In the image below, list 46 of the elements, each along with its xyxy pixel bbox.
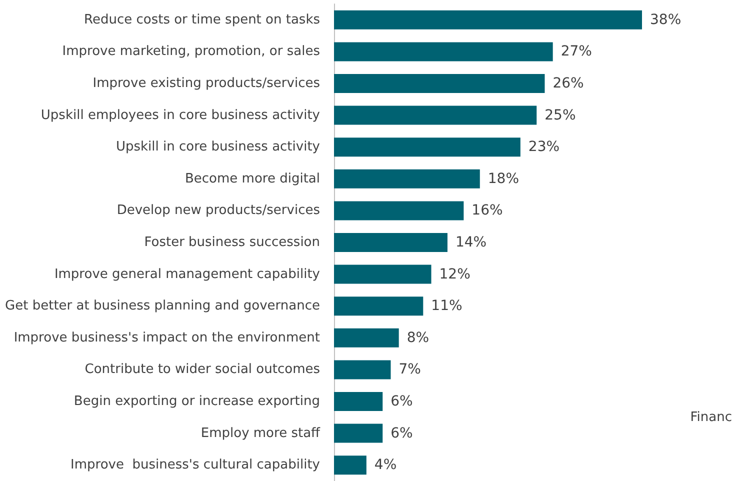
y-tick-label: Improve business's cultural capability [70, 458, 320, 473]
y-tick-label: Employ more staff [200, 426, 322, 441]
data-label: 25% [544, 107, 576, 124]
data-label: 8% [406, 330, 430, 346]
bar [334, 74, 545, 93]
data-label: 6% [390, 425, 413, 442]
bar [334, 328, 399, 348]
data-label: 4% [374, 457, 397, 474]
bar [334, 456, 366, 475]
y-tick-label: Get better at business planning and governance [5, 298, 320, 314]
data-label: 11% [431, 298, 462, 314]
data-label: 27% [560, 44, 592, 60]
bar [334, 264, 432, 284]
data-label: 26% [552, 76, 584, 92]
data-label: 12% [439, 266, 470, 282]
y-tick-label: Improve general management capability [54, 266, 320, 282]
y-tick-label: Become more digital [184, 171, 320, 186]
text: Financ [690, 410, 732, 425]
bar [334, 169, 480, 188]
y-tick-label: Improve business's impact on the environment [14, 330, 320, 346]
bar [334, 138, 520, 157]
data-label: 7% [398, 362, 421, 378]
bar [334, 392, 383, 411]
bar [334, 106, 537, 125]
data-label: 16% [472, 202, 503, 219]
y-tick-label: Contribute to wider social outcomes [84, 362, 320, 378]
bar [334, 10, 642, 30]
bar [334, 233, 448, 252]
bar [334, 424, 383, 443]
y-tick-label: Upskill in core business activity [116, 140, 320, 155]
bar [334, 42, 553, 62]
y-tick-label: Upskill employees in core business activity [40, 108, 320, 123]
y-tick-label: Improve existing products/services [92, 76, 320, 91]
bar [334, 360, 391, 380]
bar [334, 201, 464, 220]
data-label: 18% [488, 170, 520, 187]
data-label: 14% [455, 234, 487, 250]
y-tick-label: Improve marketing, promotion, or sales [62, 44, 320, 60]
y-tick-label: Foster business succession [144, 235, 320, 250]
data-label: 6% [390, 394, 413, 410]
y-tick-label: Develop new products/services [116, 203, 320, 218]
data-label: 23% [528, 139, 560, 156]
data-label: 38% [650, 12, 682, 28]
y-tick-label: Begin exporting or increase exporting [74, 394, 320, 409]
y-tick-label: Reduce costs or time spent on tasks [84, 12, 320, 28]
bar [334, 296, 424, 316]
